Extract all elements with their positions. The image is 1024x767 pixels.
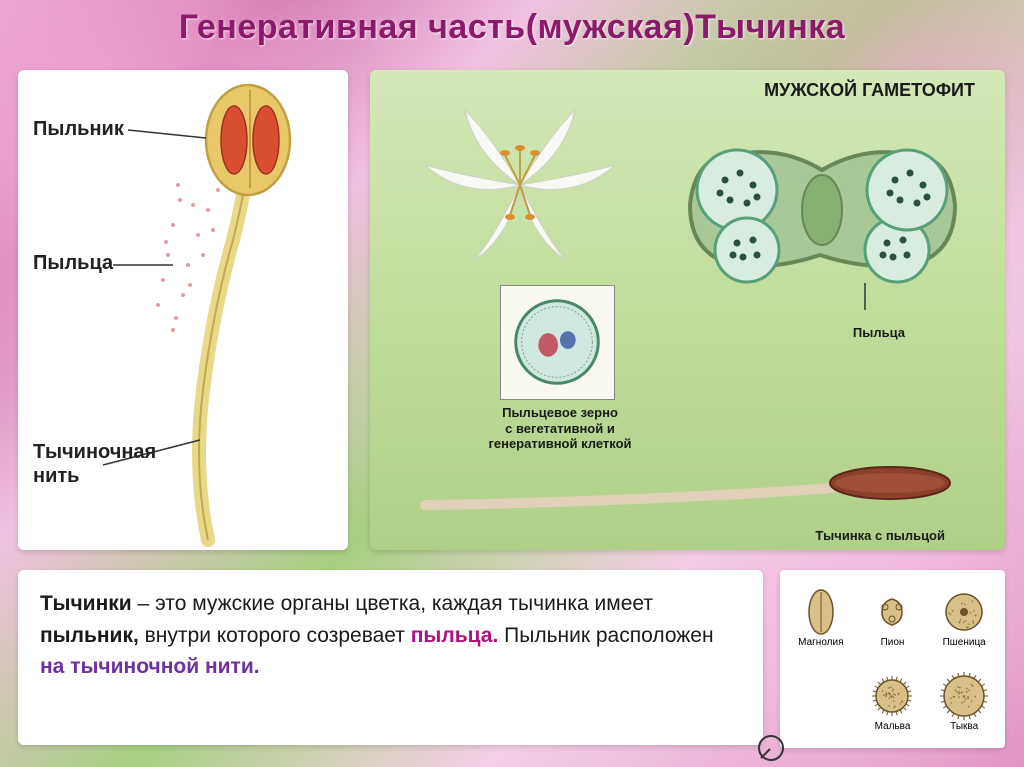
pollen-type-blank — [786, 660, 856, 742]
stamen-with-pollen — [420, 455, 960, 525]
label-filament: Тычиночная нить — [33, 440, 156, 488]
arrow-pointer-icon — [756, 733, 786, 763]
pollen-type-Мальва: Мальва — [858, 660, 928, 742]
caption-pollen-grain: Пыльцевое зерно с вегетативной и генерат… — [485, 405, 635, 452]
pollen-type-Тыква: Тыква — [929, 660, 999, 742]
gametophyte-panel: МУЖСКОЙ ГАМЕТОФИТ — [370, 70, 1005, 550]
gametophyte-title: МУЖСКОЙ ГАМЕТОФИТ — [764, 80, 975, 101]
pollen-types-grid: МагнолияПионПшеницаМальваТыква — [780, 570, 1005, 748]
definition-text-box: Тычинки – это мужские органы цветка, каж… — [18, 570, 763, 745]
definition-text: Тычинки – это мужские органы цветка, каж… — [40, 588, 741, 683]
caption-cross-section: Пыльца — [853, 325, 905, 341]
caption-stamen: Тычинка с пыльцой — [815, 528, 945, 544]
pollen-type-Магнолия: Магнолия — [786, 576, 856, 658]
page-title: Генеративная часть(мужская)Тычинка — [0, 8, 1024, 47]
pollen-type-Пион: Пион — [858, 576, 928, 658]
label-pollen: Пыльца — [33, 252, 113, 275]
pollen-grain-cell — [500, 285, 615, 400]
pollen-type-Пшеница: Пшеница — [929, 576, 999, 658]
anther-cross-section — [665, 105, 980, 330]
lily-flower — [420, 105, 620, 265]
label-anther: Пыльник — [33, 118, 124, 141]
stamen-diagram-panel: Пыльник Пыльца Тычиночная нить — [18, 70, 348, 550]
